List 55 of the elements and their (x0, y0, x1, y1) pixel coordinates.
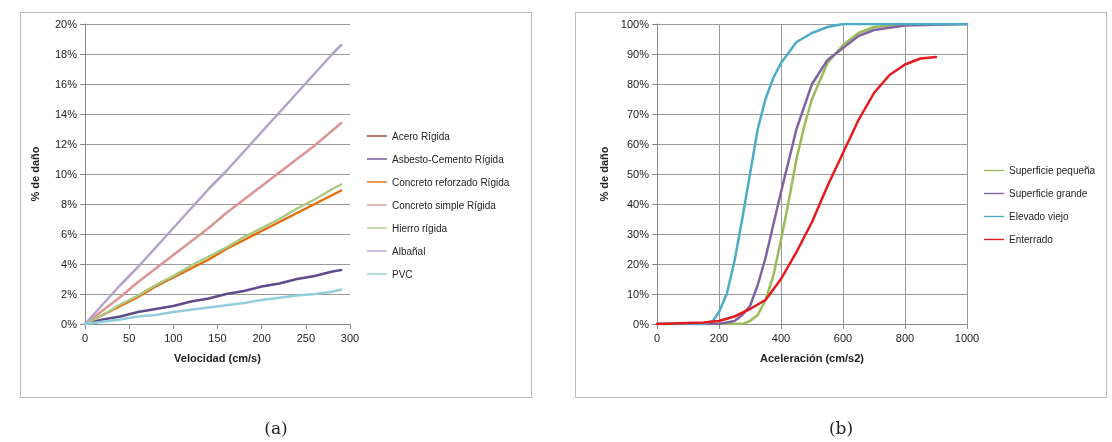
x-tick-label: 200 (252, 331, 271, 344)
y-tick-label: 4% (61, 258, 78, 270)
y-tick-label: 20% (54, 18, 78, 30)
y-tick-label: 18% (54, 48, 78, 60)
y-tick-label: 6% (61, 228, 78, 240)
y-tick-label: 100% (620, 18, 650, 30)
x-axis-title: Velocidad (cm/s) (174, 351, 262, 364)
x-tick-label: 800 (895, 331, 915, 344)
y-tick-label: 60% (626, 138, 650, 150)
x-tick-label: 400 (771, 331, 791, 344)
y-tick-label: 10% (54, 168, 78, 180)
x-tick-label: 200 (709, 331, 729, 344)
legend-label: Superficie pequeña (1009, 165, 1096, 176)
legend-label: Asbesto-Cemento Rígida (392, 153, 505, 165)
legend-label: Hierro rígida (392, 222, 448, 234)
y-axis-title: % de daño (598, 146, 611, 202)
x-tick-label: 0 (653, 331, 661, 344)
legend-label: Elevado viejo (1009, 211, 1069, 222)
y-tick-label: 40% (626, 198, 650, 210)
y-tick-label: 2% (61, 288, 78, 300)
y-tick-label: 80% (626, 78, 650, 90)
y-tick-label: 12% (54, 138, 78, 150)
y-tick-label: 14% (54, 108, 78, 120)
x-axis-title: Aceleración (cm/s2) (760, 351, 865, 364)
y-tick-label: 16% (54, 78, 78, 90)
y-tick-label: 0% (633, 318, 650, 330)
legend-label: Enterrado (1009, 234, 1054, 245)
legend-label: Concreto reforzado Rígida (392, 176, 510, 188)
x-tick-label: 600 (833, 331, 853, 344)
y-tick-label: 0% (61, 318, 78, 330)
x-tick-label: 50 (123, 331, 136, 344)
line-series (83, 43, 343, 326)
x-tick-label: 100 (164, 331, 183, 344)
y-tick-label: 30% (626, 228, 650, 240)
line-series (83, 288, 343, 326)
y-tick-label: 50% (626, 168, 650, 180)
x-tick-label: 1000 (954, 331, 980, 344)
y-tick-label: 90% (626, 48, 650, 60)
x-tick-label: 0 (81, 331, 89, 344)
legend-label: Acero Rígida (392, 130, 451, 142)
x-tick-label: 300 (340, 331, 360, 344)
x-tick-label: 250 (296, 331, 316, 344)
legend-label: Superficie grande (1009, 188, 1088, 199)
legend-label: PVC (392, 268, 413, 280)
line-series (655, 55, 938, 326)
x-tick-label: 150 (208, 331, 227, 344)
y-tick-label: 70% (626, 108, 650, 120)
y-tick-label: 8% (61, 198, 78, 210)
text: (a) (263, 418, 289, 438)
legend-label: Albañal (392, 245, 426, 257)
text: (b) (827, 418, 855, 438)
y-axis-title: % de daño (28, 146, 41, 202)
y-tick-label: 20% (626, 258, 650, 270)
legend-label: Concreto simple Rígida (392, 199, 497, 211)
y-tick-label: 10% (626, 288, 650, 300)
